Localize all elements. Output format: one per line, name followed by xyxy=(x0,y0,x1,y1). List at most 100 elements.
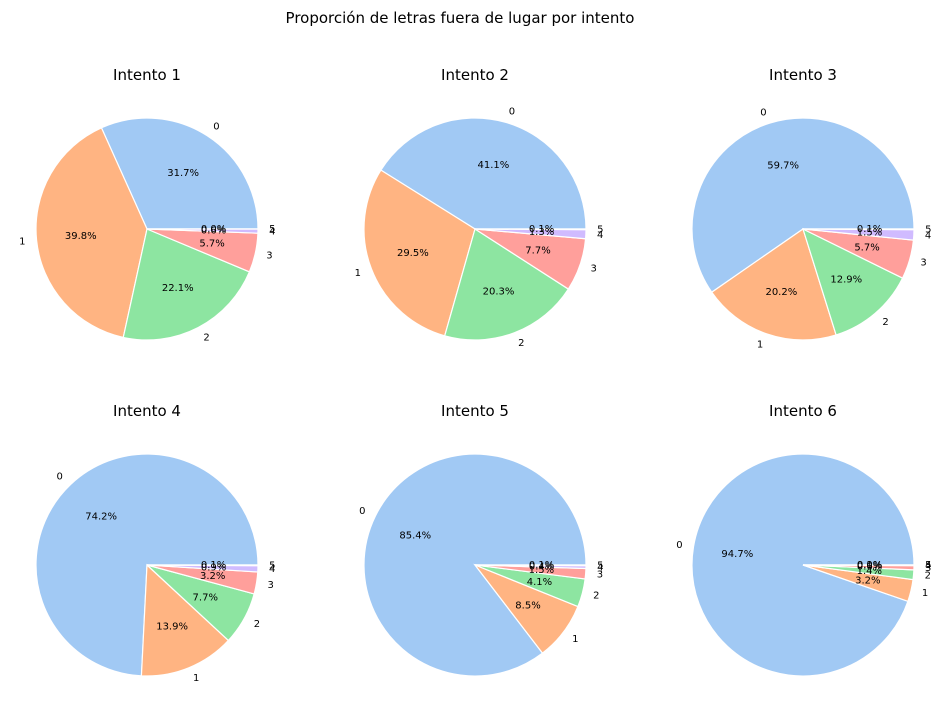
pie-wedge-0 xyxy=(100,117,259,230)
pie-title-1: Intento 1 xyxy=(113,66,181,84)
category-label-1: 1 xyxy=(19,237,25,248)
percent-label-3: 7.7% xyxy=(525,246,550,257)
percent-label-2: 20.3% xyxy=(483,286,515,297)
category-label-1: 1 xyxy=(922,588,928,599)
category-label-2: 2 xyxy=(925,571,931,582)
category-label-4: 4 xyxy=(269,226,275,237)
pie-wedges xyxy=(691,117,915,341)
percent-label-2: 7.7% xyxy=(193,592,218,603)
pie-labels: 0 85.4% 1 8.5% 2 4.1% 3 1.5% 4 0.4% 5 0.1% xyxy=(359,506,603,645)
pie-wedge-5 xyxy=(802,228,915,231)
pie-title-3: Intento 3 xyxy=(769,66,837,84)
percent-label-1: 29.5% xyxy=(397,248,429,259)
pie-wedge-1 xyxy=(363,169,476,337)
category-label-4: 4 xyxy=(597,230,603,241)
percent-label-4: 0.6% xyxy=(201,225,226,236)
percent-label-0: 94.7% xyxy=(721,549,753,560)
category-label-2: 2 xyxy=(593,591,599,602)
pie-title-2: Intento 2 xyxy=(441,66,509,84)
pie-labels: 0 59.7% 1 20.2% 2 12.9% 3 5.7% 4 1.5% 5 0.1% xyxy=(757,107,932,350)
pie-title-5: Intento 5 xyxy=(441,402,509,420)
percent-label-2: 12.9% xyxy=(830,275,862,286)
pie-chart-1: Intento 1 0 31.7% 1 39.8% 2 22.1% 3 5.7% 4 0.6% 5 0.… xyxy=(19,66,275,343)
pie-wedge-1 xyxy=(35,126,148,339)
percent-label-0: 74.2% xyxy=(85,512,117,523)
category-label-5: 5 xyxy=(269,560,275,571)
percent-label-5: 0.0% xyxy=(857,560,882,571)
pie-chart-2: Intento 2 0 41.1% 1 29.5% 2 20.3% 3 7.7% 4 1.3% 5 0.… xyxy=(355,66,604,349)
category-label-4: 4 xyxy=(925,231,931,242)
pie-wedges xyxy=(363,453,587,677)
percent-label-2: 4.1% xyxy=(527,577,552,588)
category-label-1: 1 xyxy=(572,634,578,645)
pie-title-6: Intento 6 xyxy=(769,402,837,420)
category-label-5: 5 xyxy=(925,224,931,235)
pie-chart-5: Intento 5 0 85.4% 1 8.5% 2 4.1% 3 1.5% 4 0.4% 5 0.1% xyxy=(359,402,603,677)
category-label-5: 5 xyxy=(597,560,603,571)
category-label-3: 3 xyxy=(266,250,272,261)
pie-wedge-0 xyxy=(380,117,587,230)
category-label-1: 1 xyxy=(355,268,361,279)
pie-chart-4: Intento 4 0 74.2% 1 13.9% 2 7.7% 3 3.2% 4 0.9% 5 0.1… xyxy=(35,402,275,685)
category-label-4: 4 xyxy=(925,560,931,571)
percent-label-2: 22.1% xyxy=(162,283,194,294)
category-label-5: 5 xyxy=(925,560,931,571)
category-label-3: 3 xyxy=(267,580,273,591)
pie-labels: 0 74.2% 1 13.9% 2 7.7% 3 3.2% 4 0.9% 5 0.1% xyxy=(56,472,275,685)
pie-wedge-2 xyxy=(443,228,570,341)
pie-labels: 0 41.1% 1 29.5% 2 20.3% 3 7.7% 4 1.3% 5 0.1% xyxy=(355,107,604,350)
percent-label-4: 0.1% xyxy=(857,560,882,571)
pie-wedges xyxy=(35,117,259,341)
percent-label-5: 0.1% xyxy=(529,224,554,235)
percent-label-4: 0.4% xyxy=(529,561,554,572)
category-label-5: 5 xyxy=(269,224,275,235)
pie-wedge-1 xyxy=(140,563,230,677)
pie-wedge-0 xyxy=(691,117,915,294)
percent-label-1: 8.5% xyxy=(515,600,540,611)
percent-label-3: 0.6% xyxy=(857,562,882,573)
figure-title: Proporción de letras fuera de lugar por … xyxy=(286,9,635,27)
percent-label-4: 0.9% xyxy=(201,562,226,573)
percent-label-1: 13.9% xyxy=(156,622,188,633)
pie-chart-6: Intento 6 0 94.7% 1 3.2% 2 1.4% 3 0.6% 4 0.1% 5 0.0% xyxy=(676,402,931,677)
percent-label-0: 31.7% xyxy=(167,168,199,179)
pie-chart-3: Intento 3 0 59.7% 1 20.2% 2 12.9% 3 5.7% 4 1.5% 5 0.… xyxy=(691,66,932,350)
percent-label-5: 0.1% xyxy=(857,224,882,235)
category-label-0: 0 xyxy=(676,540,682,551)
category-label-2: 2 xyxy=(882,317,888,328)
category-label-3: 3 xyxy=(920,258,926,269)
category-label-5: 5 xyxy=(597,224,603,235)
percent-label-3: 1.5% xyxy=(529,565,554,576)
category-label-4: 4 xyxy=(269,564,275,575)
pie-wedge-5 xyxy=(474,564,587,567)
percent-label-4: 1.5% xyxy=(857,228,882,239)
category-label-1: 1 xyxy=(193,673,199,684)
percent-label-1: 39.8% xyxy=(65,231,97,242)
pie-wedges xyxy=(35,453,259,677)
category-label-2: 2 xyxy=(254,619,260,630)
category-label-3: 3 xyxy=(925,563,931,574)
percent-label-4: 1.3% xyxy=(529,227,554,238)
category-label-0: 0 xyxy=(760,107,766,118)
percent-label-5: 0.0% xyxy=(201,224,226,235)
percent-label-3: 5.7% xyxy=(199,238,224,249)
percent-label-3: 3.2% xyxy=(200,571,225,582)
percent-label-0: 59.7% xyxy=(767,160,799,171)
percent-label-5: 0.1% xyxy=(529,560,554,571)
pie-wedges xyxy=(363,117,587,341)
category-label-1: 1 xyxy=(757,339,763,350)
category-label-2: 2 xyxy=(518,338,524,349)
percent-label-5: 0.1% xyxy=(201,560,226,571)
percent-label-1: 3.2% xyxy=(855,575,880,586)
pie-wedge-5 xyxy=(146,564,259,567)
category-label-3: 3 xyxy=(597,570,603,581)
pie-labels: 0 94.7% 1 3.2% 2 1.4% 3 0.6% 4 0.1% 5 0.0% xyxy=(676,540,931,599)
category-label-0: 0 xyxy=(359,506,365,517)
category-label-0: 0 xyxy=(213,121,219,132)
pie-wedge-5 xyxy=(474,228,587,231)
percent-label-0: 85.4% xyxy=(399,531,431,542)
category-label-3: 3 xyxy=(591,264,597,275)
pie-title-4: Intento 4 xyxy=(113,402,181,420)
pie-wedge-2 xyxy=(122,228,251,341)
